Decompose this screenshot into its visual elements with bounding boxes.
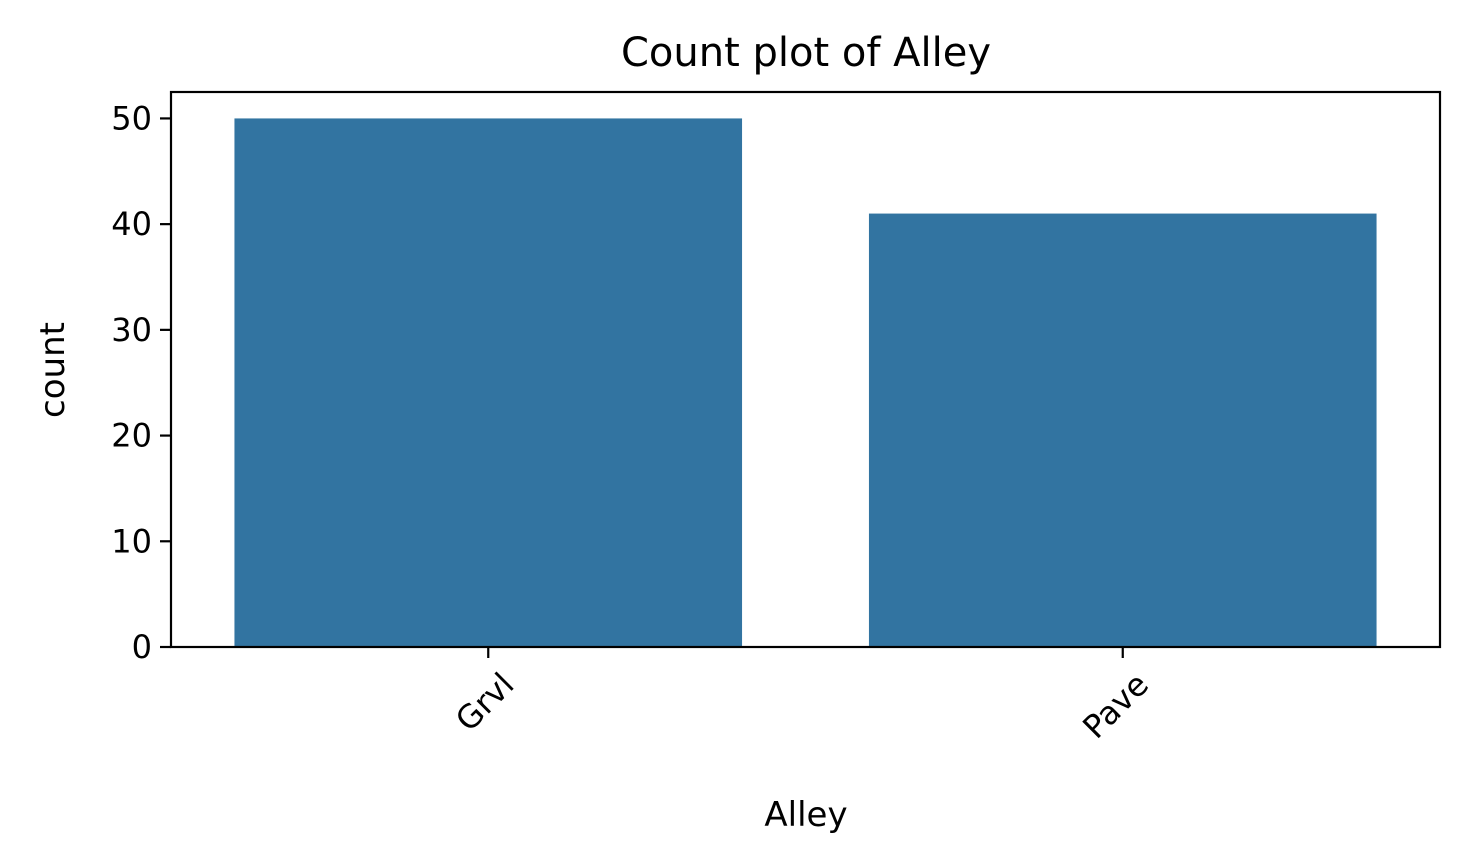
chart-title: Count plot of Alley bbox=[621, 30, 991, 76]
y-tick-label: 50 bbox=[111, 99, 152, 137]
y-tick-label: 10 bbox=[111, 522, 152, 560]
y-axis: 0 10 20 30 40 50 bbox=[111, 99, 171, 666]
y-tick-label: 40 bbox=[111, 205, 152, 243]
bar-pave bbox=[868, 213, 1377, 648]
y-tick-label: 30 bbox=[111, 311, 152, 349]
y-tick-label: 0 bbox=[132, 628, 152, 666]
x-axis-title: Alley bbox=[764, 795, 847, 835]
bars-group bbox=[234, 118, 1377, 648]
y-tick-label: 20 bbox=[111, 417, 152, 455]
bar-grvl bbox=[234, 118, 743, 647]
plot-area-frame bbox=[169, 90, 1442, 649]
y-axis-title: count bbox=[33, 322, 73, 418]
